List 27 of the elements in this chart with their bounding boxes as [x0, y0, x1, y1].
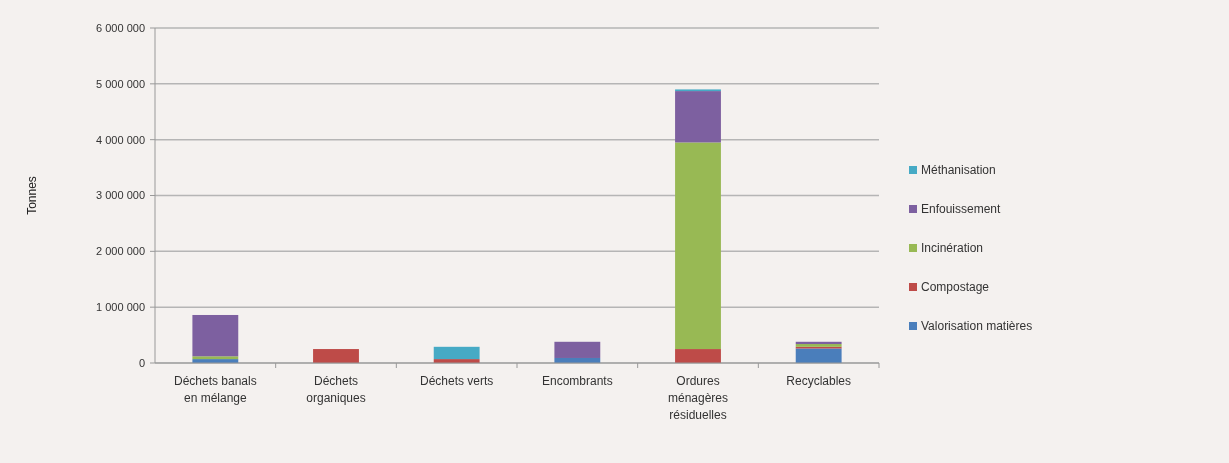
legend-label: Enfouissement	[921, 202, 1002, 217]
legend-label: Valorisation matières	[921, 319, 1033, 334]
bar	[313, 349, 359, 363]
x-tick-label: Recyclables	[786, 374, 852, 388]
y-tick-label: 3 000 000	[96, 189, 145, 202]
y-axis-title: Tonnes	[25, 176, 39, 215]
bar	[554, 341, 601, 358]
y-tick-label: 4 000 000	[96, 133, 145, 146]
legend-label: Compostage	[921, 280, 990, 295]
bar	[675, 91, 721, 143]
bar	[675, 349, 721, 363]
bar	[795, 348, 842, 363]
y-tick-label: 0	[138, 356, 145, 369]
bar	[192, 314, 239, 357]
x-tick-label: Déchets banals en mélange	[173, 374, 257, 405]
y-tick-label: 6 000 000	[96, 21, 145, 34]
x-tick-label: Déchets verts	[419, 374, 494, 388]
y-tick-label: 5 000 000	[96, 77, 145, 90]
bar	[675, 142, 721, 350]
bar	[433, 346, 480, 360]
y-tick-label: 2 000 000	[96, 245, 145, 258]
y-tick-label: 1 000 000	[96, 301, 145, 314]
legend-label: Méthanisation	[921, 163, 996, 178]
x-tick-label: Ordures ménagères résiduelles	[667, 374, 729, 422]
x-tick-label: Déchets organiques	[306, 374, 366, 405]
legend-label: Incinération	[921, 241, 984, 256]
x-tick-label: Encombrants	[541, 374, 613, 388]
